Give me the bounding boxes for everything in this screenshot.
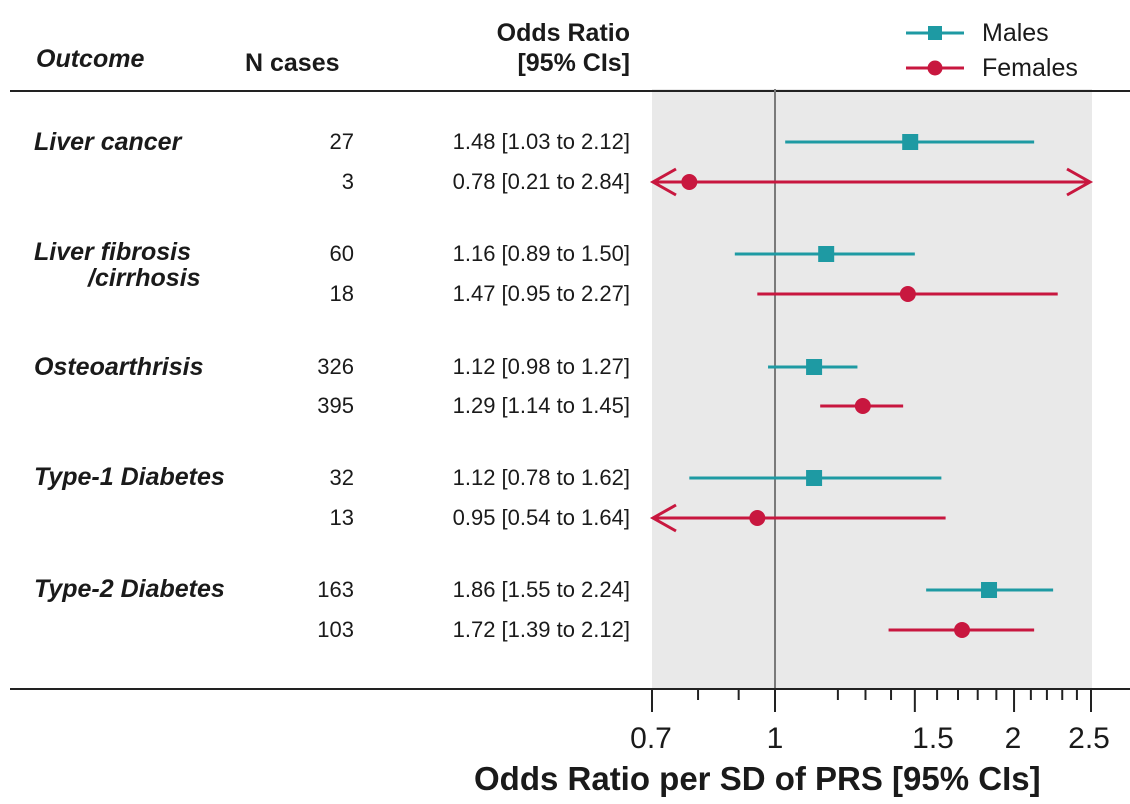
outcome-label-liver-fibrosis: Liver fibrosis (34, 238, 191, 266)
x-tick-label: 2 (1004, 722, 1022, 755)
outcome-label-type2-diabetes: Type-2 Diabetes (34, 575, 225, 603)
odds-ratio-value: 1.48 [1.03 to 2.12] (452, 129, 630, 154)
point-estimate-circle (954, 622, 971, 638)
n-cases-value: 163 (317, 577, 354, 602)
x-tick-label: 0.7 (630, 722, 672, 755)
legend-label-males: Males (982, 19, 1049, 47)
odds-ratio-value: 0.78 [0.21 to 2.84] (452, 169, 630, 194)
x-tick-label: 1 (766, 722, 784, 755)
n-cases-value: 13 (329, 505, 354, 530)
ci-arrow-right-icon (1066, 167, 1094, 197)
n-cases-value: 103 (317, 617, 354, 642)
point-estimate-square (818, 246, 835, 262)
point-estimate-circle (899, 286, 916, 302)
outcome-label-liver-cancer: Liver cancer (34, 128, 182, 156)
odds-ratio-value: 1.12 [0.98 to 1.27] (452, 354, 630, 379)
outcome-label-cirrhosis: /cirrhosis (88, 264, 201, 292)
point-estimate-circle (749, 510, 766, 526)
x-tick-label: 2.5 (1068, 722, 1110, 755)
odds-ratio-value: 1.47 [0.95 to 2.27] (452, 281, 630, 306)
legend-marker-circle-icon (906, 60, 964, 76)
odds-ratio-value: 1.86 [1.55 to 2.24] (452, 577, 630, 602)
point-estimate-circle (854, 398, 871, 414)
n-cases-value: 32 (329, 465, 354, 490)
outcome-column-header: Outcome (36, 45, 145, 73)
odds-ratio-value: 1.16 [0.89 to 1.50] (452, 241, 630, 266)
point-estimate-square (806, 470, 823, 486)
point-estimate-square (806, 359, 823, 375)
odds-ratio-value: 1.72 [1.39 to 2.12] (452, 617, 630, 642)
x-axis-line (10, 688, 1130, 690)
x-axis-title: Odds Ratio per SD of PRS [95% CIs] (474, 760, 1041, 797)
header-rule (10, 90, 1130, 92)
odds-ratio-header-line2: [95% CIs] (517, 49, 630, 77)
outcome-label-osteoarthrisis: Osteoarthrisis (34, 353, 204, 381)
odds-ratio-value: 1.29 [1.14 to 1.45] (452, 393, 630, 418)
n-cases-value: 18 (329, 281, 354, 306)
ci-arrow-left-icon (649, 503, 677, 533)
legend-label-females: Females (982, 54, 1078, 82)
ci-arrow-left-icon (649, 167, 677, 197)
n-cases-value: 27 (329, 129, 354, 154)
point-estimate-square (902, 134, 919, 150)
n-cases-value: 3 (341, 169, 354, 194)
point-estimate-circle (681, 174, 698, 190)
odds-ratio-value: 1.12 [0.78 to 1.62] (452, 465, 630, 490)
odds-ratio-value: 0.95 [0.54 to 1.64] (452, 505, 630, 530)
point-estimate-square (981, 582, 998, 598)
outcome-label-type1-diabetes: Type-1 Diabetes (34, 463, 225, 491)
n-cases-value: 326 (317, 354, 354, 379)
odds-ratio-header-line1: Odds Ratio (496, 19, 630, 47)
n-cases-value: 395 (317, 393, 354, 418)
n-cases-value: 60 (329, 241, 354, 266)
n-cases-column-header: N cases (245, 49, 340, 77)
legend-marker-square-icon (906, 26, 964, 40)
odds-ratio-column-header: Odds Ratio [95% CIs] (497, 18, 630, 78)
x-tick-label: 1.5 (912, 722, 954, 755)
